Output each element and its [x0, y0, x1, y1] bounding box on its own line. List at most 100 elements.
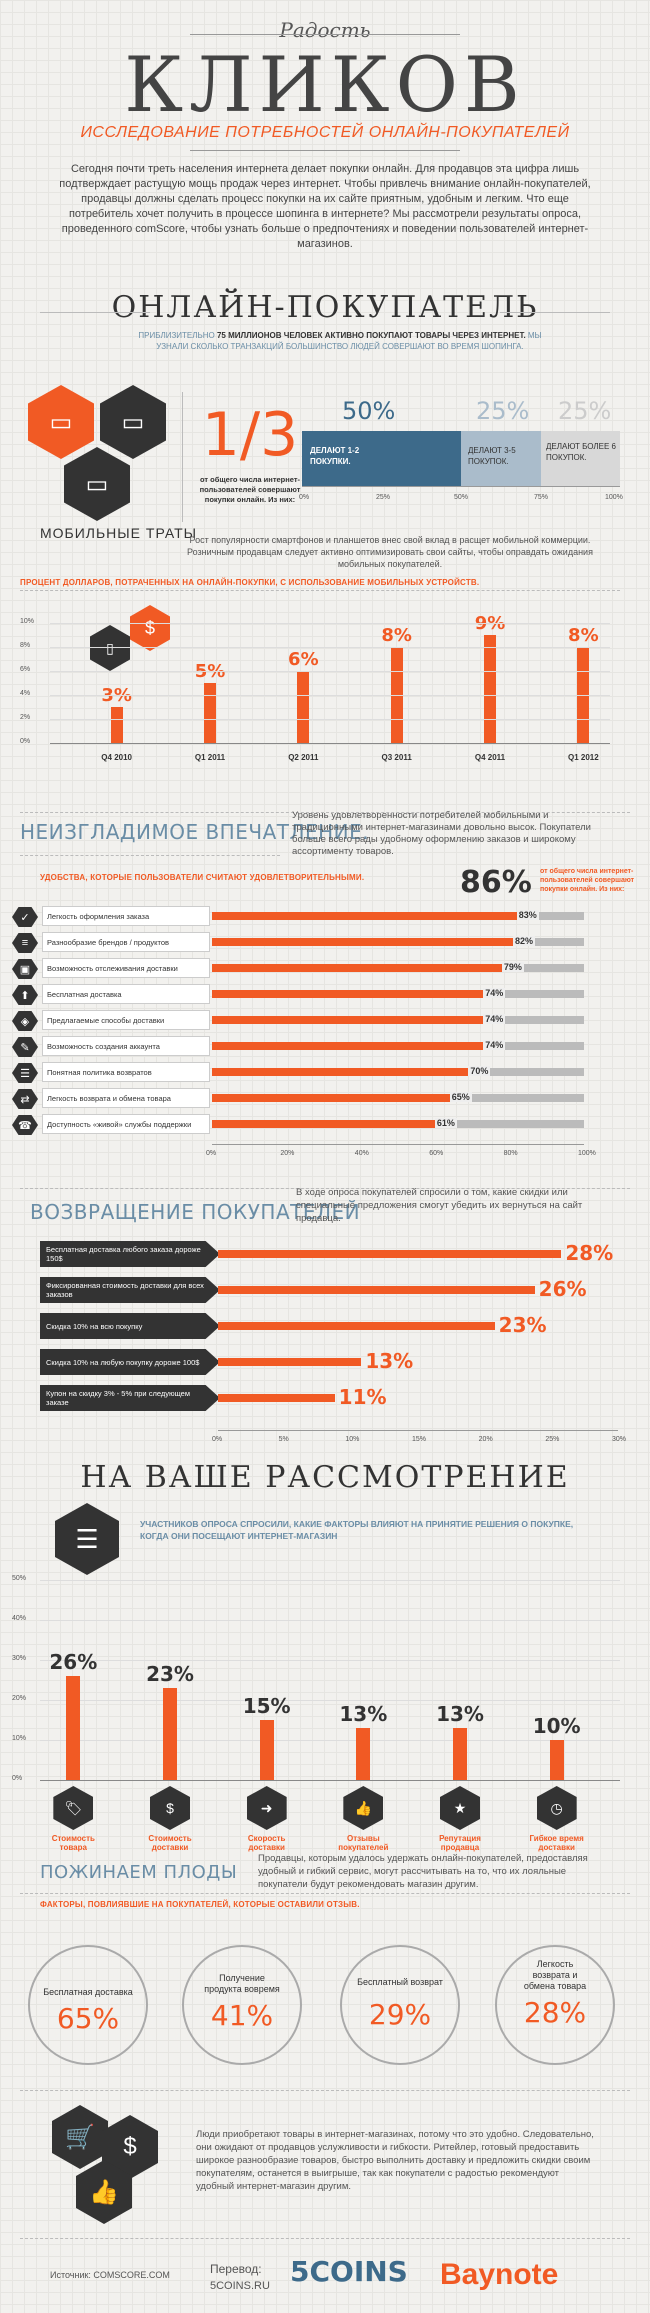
- bar: [204, 683, 216, 743]
- satisfaction-icon: ⬆: [12, 985, 38, 1005]
- bar-label: 74%: [483, 1040, 506, 1050]
- x-tick-label: 0%: [212, 1436, 223, 1443]
- gridline: [40, 1780, 620, 1781]
- y-tick-label: 2%: [20, 714, 31, 721]
- bar-label: 83%: [516, 910, 539, 920]
- x-tick-label: 20%: [280, 1150, 295, 1157]
- footer-text: Люди приобретают товары в интернет-магаз…: [196, 2129, 594, 2192]
- segment-bar: [302, 431, 461, 486]
- y-tick-label: 30%: [12, 1655, 27, 1662]
- intro-text: Сегодня почти треть населения интернета …: [59, 163, 591, 250]
- x-tick-label: 40%: [354, 1150, 369, 1157]
- bar: [110, 707, 123, 743]
- bar: [163, 1688, 177, 1780]
- impression-text: Уровень удовлетворенности потребителей м…: [292, 810, 591, 857]
- mobile-note: ПРОЦЕНТ ДОЛЛАРОВ, ПОТРАЧЕННЫХ НА ОНЛАЙН-…: [20, 578, 480, 587]
- divider: [40, 312, 150, 313]
- x-tick-label: 10%: [345, 1436, 360, 1443]
- baynote-logo: Baynote: [440, 2258, 559, 2291]
- satisfaction-label: Возможность отслеживания доставки: [42, 958, 210, 978]
- satisfaction-label: Возможность создания аккаунта: [42, 1036, 210, 1056]
- offer-label: Скидка 10% на всю покупку: [40, 1313, 220, 1339]
- fruits-text: Продавцы, которым удалось удержать онлай…: [258, 1853, 588, 1890]
- stat-label: Бесплатный возврат: [357, 1977, 443, 1987]
- bar: [212, 1042, 488, 1050]
- bar-label: 23%: [146, 1662, 194, 1686]
- bar: [66, 1676, 81, 1780]
- satisfaction-label: Легкость возврата и обмена товара: [42, 1088, 210, 1108]
- gridline: [50, 671, 610, 672]
- bar: [218, 1286, 535, 1294]
- fraction-value: 1/3: [201, 400, 299, 470]
- 5coins-logo: 5COINS: [290, 2255, 408, 2288]
- bar: [259, 1720, 274, 1780]
- bar-label: 61%: [434, 1118, 457, 1128]
- segment-label: ДЕЛАЮТ 1-2 ПОКУПКИ.: [310, 446, 360, 466]
- offer-label: Фиксированная стоимость доставки для все…: [40, 1277, 220, 1303]
- online-buyer-lead: ПРИБЛИЗИТЕЛЬНО 75 МИЛЛИОНОВ ЧЕЛОВЕК АКТИ…: [130, 330, 550, 352]
- bar-label: 74%: [483, 1014, 506, 1024]
- stat-label: Легкость возврата и обмена товара: [523, 1959, 587, 1991]
- bar-label: 13%: [339, 1702, 388, 1726]
- x-tick-label: 15%: [412, 1436, 427, 1443]
- bar: [218, 1250, 562, 1258]
- segment-bar: [461, 431, 541, 486]
- segment-label: ДЕЛАЮТ БОЛЕЕ 6 ПОКУПОК.: [546, 442, 616, 462]
- segment-label: ДЕЛАЮТ 3-5 ПОКУПОК.: [468, 446, 516, 466]
- satisfaction-icon: ✓: [12, 907, 38, 927]
- gridline: [40, 1660, 620, 1661]
- factor-icon: ◷: [536, 1786, 577, 1830]
- section-title-consider: НА ВАШЕ РАССМОТРЕНИЕ: [80, 1460, 570, 1495]
- source: Источник: COMSCORE.COM: [50, 2270, 170, 2280]
- consider-note: УЧАСТНИКОВ ОПРОСА СПРОСИЛИ, КАКИЕ ФАКТОР…: [140, 1519, 574, 1541]
- bar-label: 8%: [568, 625, 599, 646]
- x-tick-label: 25%: [545, 1436, 560, 1443]
- bar-label: 11%: [338, 1385, 387, 1409]
- lead-part: МЫ УЗНАЛИ СКОЛЬКО ТРАНЗАКЦИЙ БОЛЬШИНСТВО…: [156, 331, 542, 351]
- satisfaction-icon: ≡: [12, 933, 38, 953]
- impression-title: НЕИЗГЛАДИМОЕ ВПЕЧАТЛЕНИЕ.: [20, 820, 370, 844]
- y-tick-label: 10%: [12, 1735, 27, 1742]
- bar: [356, 1728, 371, 1780]
- factor-icon: 👍: [343, 1786, 384, 1830]
- satisfaction-label: Предлагаемые способы доставки: [42, 1010, 210, 1030]
- x-tick-label: Q3 2011: [381, 753, 412, 762]
- translation-site[interactable]: 5COINS.RU: [210, 2280, 270, 2292]
- factor-label: Стоимость товара: [51, 1834, 95, 1852]
- bar: [218, 1394, 335, 1402]
- gridline: [50, 647, 610, 648]
- laptop-icon: ▭: [28, 385, 94, 459]
- y-tick-label: 10%: [20, 618, 35, 625]
- offer-label: Купон на скидку 3% - 5% при следующем за…: [40, 1385, 220, 1411]
- bar-label: 70%: [468, 1066, 491, 1076]
- gridline: [40, 1700, 620, 1701]
- y-tick-label: 0%: [12, 1775, 23, 1782]
- gridline: [50, 719, 610, 720]
- divider: [20, 855, 280, 856]
- fruits-note: ФАКТОРЫ, ПОВЛИЯВШИЕ НА ПОКУПАТЕЛЕЙ, КОТО…: [40, 1900, 360, 1909]
- offer-label: Бесплатная доставка любого заказа дороже…: [40, 1241, 220, 1267]
- factor-label: Репутация продавца: [439, 1834, 481, 1852]
- stat-value: 29%: [368, 1998, 432, 2031]
- x-tick-label: Q4 2011: [474, 753, 506, 762]
- divider: [20, 590, 620, 591]
- y-tick-label: 6%: [20, 666, 31, 673]
- factor-icon: ➜: [246, 1786, 287, 1830]
- bar-label: 26%: [538, 1277, 587, 1301]
- satisfaction-label: Разнообразие брендов / продуктов: [42, 932, 210, 952]
- pre-title: Радость: [279, 18, 371, 42]
- satisfaction-icon: ◈: [12, 1011, 38, 1031]
- mobile-title: МОБИЛЬНЫЕ ТРАТЫ: [40, 525, 198, 541]
- satisfaction-label: Понятная политика возвратов: [42, 1062, 210, 1082]
- segments-chart: 50% 25% 25% ДЕЛАЮТ 1-2 ПОКУПКИ. ДЕЛАЮТ 3…: [299, 395, 623, 520]
- bar: [549, 1740, 564, 1780]
- axis: [212, 1144, 584, 1145]
- bar-label: 74%: [483, 988, 506, 998]
- thumbs-up-icon: 👍: [76, 2160, 132, 2224]
- bar: [212, 1016, 488, 1024]
- section-title-online-buyer: ОНЛАЙН-ПОКУПАТЕЛЬ: [111, 290, 539, 325]
- factor-icon: 🏷: [53, 1786, 94, 1830]
- main-title: КЛИКОВ: [124, 40, 526, 129]
- gridline: [40, 1620, 620, 1621]
